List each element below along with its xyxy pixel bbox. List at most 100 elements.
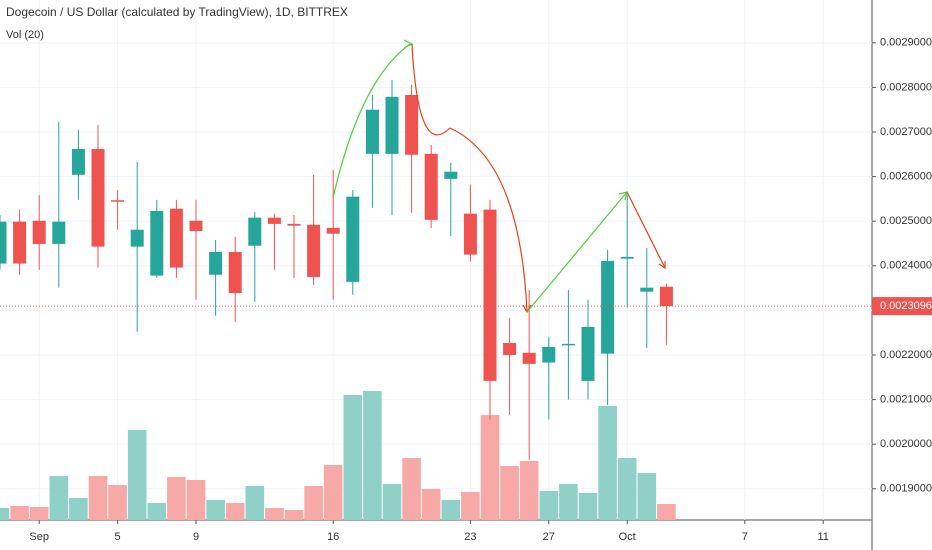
candle-body [444, 171, 458, 179]
candle-body [405, 94, 419, 155]
candle-body [463, 213, 477, 255]
volume-bar [323, 465, 343, 520]
volume-bar [559, 484, 578, 520]
volume-bar [598, 406, 617, 520]
arrow-down [449, 127, 528, 313]
candle-body [248, 217, 262, 246]
x-tick-label: Oct [619, 531, 636, 543]
candle-body [503, 342, 517, 355]
y-tick-label: 0.00290000 [880, 37, 932, 49]
candle-body [659, 286, 673, 307]
candle-body [71, 148, 85, 175]
volume-bar [657, 504, 676, 520]
volume-bar [0, 508, 10, 520]
volume-bar [147, 503, 167, 520]
candle-body [326, 227, 340, 234]
price-axis [872, 0, 932, 550]
candle-body [307, 224, 321, 277]
candle-body [385, 96, 399, 154]
candle-body [52, 221, 66, 244]
x-tick-label: 27 [543, 531, 555, 543]
volume-bar [617, 458, 637, 520]
x-tick-label: 11 [817, 531, 828, 543]
candle-body [601, 260, 615, 354]
candles [0, 79, 872, 460]
volume-bar [441, 500, 461, 520]
candle-body [209, 251, 223, 275]
candle-body [32, 220, 46, 244]
candle-body [150, 210, 164, 276]
candle-body [561, 343, 575, 346]
volume-bar [539, 491, 559, 520]
volume-bar [382, 484, 402, 520]
arrow-head [658, 261, 666, 270]
candle-body [483, 209, 497, 381]
candle-body [365, 109, 379, 154]
volume-bar [108, 485, 127, 520]
candle-body [620, 256, 634, 259]
volume-bar [245, 486, 265, 520]
volume-bar [363, 391, 382, 520]
volume-bar [519, 461, 539, 520]
volume-bar [49, 476, 69, 520]
volume-bar [461, 492, 480, 520]
chart-title: Dogecoin / US Dollar (calculated by Trad… [6, 5, 348, 19]
volume-bar [480, 415, 500, 520]
volume-bar [637, 473, 657, 520]
volume-bar [127, 430, 147, 520]
last-price-label: 0.00230962 [880, 300, 932, 312]
volume-bar [304, 486, 323, 520]
candle-body [581, 326, 595, 381]
arrow-down [626, 191, 666, 269]
candle-body [13, 221, 27, 264]
volume-bar [167, 477, 186, 520]
candle-body [346, 196, 360, 282]
x-tick-label: 7 [742, 531, 748, 543]
x-tick-label: 5 [115, 531, 121, 543]
volume-pane [0, 391, 676, 520]
arrow-down [411, 43, 451, 136]
arrow-head [403, 39, 414, 49]
x-tick-label: 16 [327, 531, 339, 543]
candle-body [0, 221, 7, 264]
candle-body [287, 223, 301, 226]
volume-bar [265, 508, 284, 520]
candle-body [640, 287, 654, 292]
x-tick-label: 9 [193, 531, 199, 543]
arrow-up [332, 43, 411, 199]
volume-bar [578, 493, 598, 520]
volume-bar [10, 506, 29, 520]
volume-bar [402, 458, 421, 520]
candle-body [189, 220, 203, 232]
volume-bar [69, 498, 88, 520]
volume-bar [88, 476, 108, 520]
candle-body [91, 148, 105, 247]
volume-label: Vol (20) [6, 29, 44, 41]
candle-body [130, 229, 144, 247]
volume-bar [206, 500, 225, 520]
volume-bar [284, 510, 304, 520]
volume-bar [225, 503, 245, 520]
volume-bar [421, 489, 441, 520]
volume-bar [186, 480, 206, 520]
x-tick-label: Sep [29, 531, 49, 543]
candle-body [424, 153, 438, 220]
volume-bar [500, 466, 519, 520]
candle-body [169, 208, 183, 268]
annotations [332, 39, 666, 314]
candle-body [267, 217, 281, 224]
volume-bar [29, 507, 49, 520]
x-tick-label: 23 [464, 531, 476, 543]
candle-body [111, 200, 125, 202]
